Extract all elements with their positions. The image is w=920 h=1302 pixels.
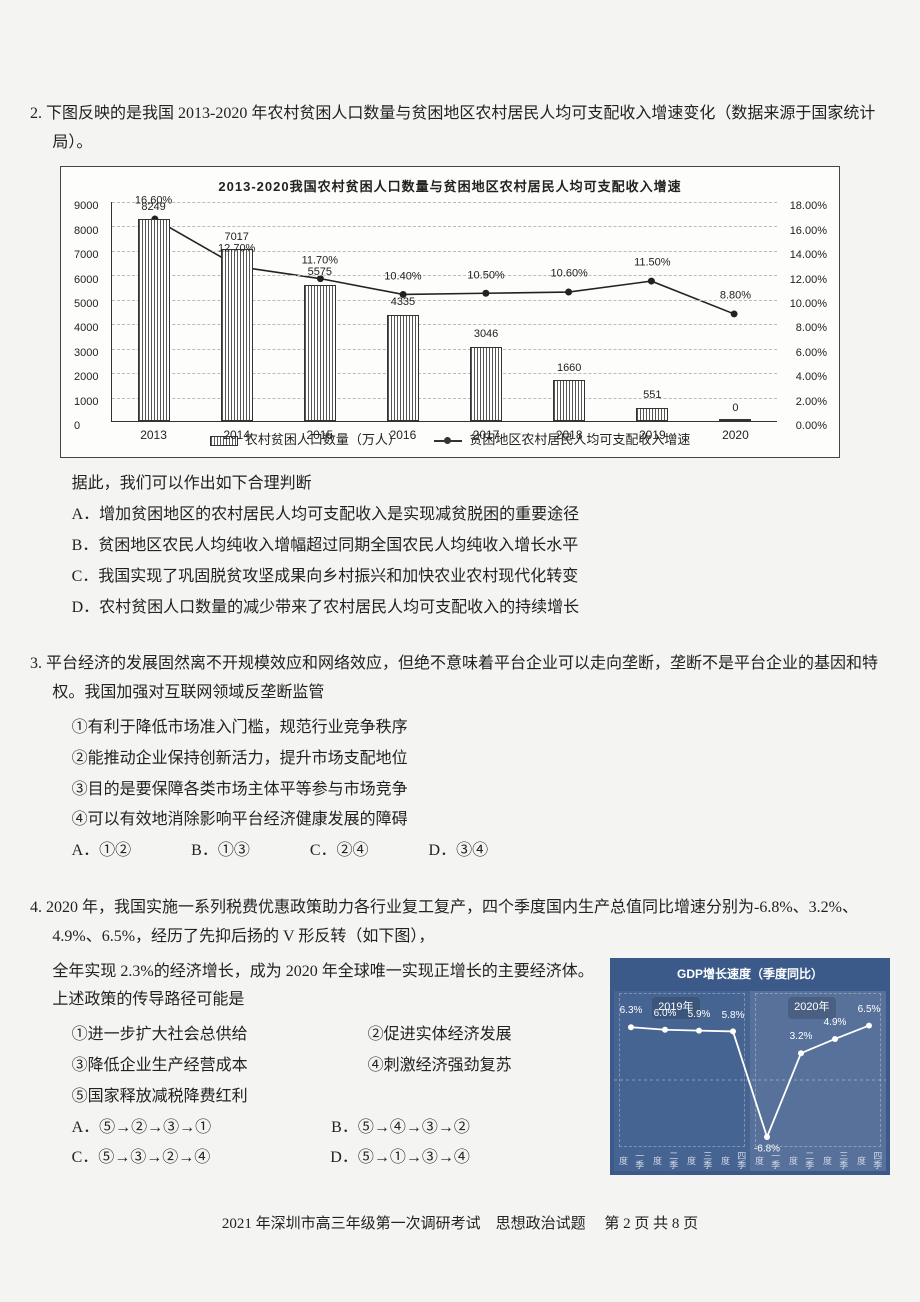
q4-row: 全年实现 2.3%的经济增长，成为 2020 年全球唯一实现正增长的主要经济体。… xyxy=(30,958,890,1176)
q3-stem: 3. 平台经济的发展固然离不开规模效应和网络效应，但绝不意味着平台企业可以走向垄… xyxy=(30,650,890,708)
q2-option-b: B．贫困地区农民人均纯收入增幅超过同期全国农民人均纯收入增长水平 xyxy=(30,532,890,561)
q2-option-d: D．农村贫困人口数量的减少带来了农村居民人均可支配收入的持续增长 xyxy=(30,594,890,623)
q3-item-1: ①有利于降低市场准入门槛，规范行业竞争秩序 xyxy=(30,714,890,743)
q2-number: 2. xyxy=(30,105,42,122)
question-4: 4. 2020 年，我国实施一系列税费优惠政策助力各行业复工复产，四个季度国内生… xyxy=(30,894,890,1175)
q4-item-1: ①进一步扩大社会总供给 xyxy=(72,1021,248,1050)
q4-option-c: C．⑤→③→②→④ xyxy=(72,1144,211,1173)
q4-opts-row1: A．⑤→②→③→① B．⑤→④→③→② xyxy=(30,1114,596,1143)
q4-option-d: D．⑤→①→③→④ xyxy=(330,1144,470,1173)
q3-options-row: A．①② B．①③ C．②④ D．③④ xyxy=(30,837,890,866)
q4-items-row3: ⑤国家释放减税降费红利 xyxy=(30,1083,596,1112)
q4-item-5: ⑤国家释放减税降费红利 xyxy=(72,1083,248,1112)
q3-item-3: ③目的是要保障各类市场主体平等参与市场竞争 xyxy=(30,776,890,805)
q2-postline: 据此，我们可以作出如下合理判断 xyxy=(30,470,890,499)
q4-opts-row2: C．⑤→③→②→④ D．⑤→①→③→④ xyxy=(30,1144,596,1173)
q3-option-a: A．①② xyxy=(72,837,132,866)
q4-item-2: ②促进实体经济发展 xyxy=(368,1021,512,1050)
gdp-chart: GDP增长速度（季度同比） 2019年 2020年 一季度二季度三季度四季度一季… xyxy=(610,958,890,1176)
q4-stem2: 全年实现 2.3%的经济增长，成为 2020 年全球唯一实现正增长的主要经济体。… xyxy=(30,958,596,1016)
q4-option-a: A．⑤→②→③→① xyxy=(72,1114,212,1143)
q2-option-c: C．我国实现了巩固脱贫攻坚成果向乡村振兴和加快农业农村现代化转变 xyxy=(30,563,890,592)
q3-number: 3. xyxy=(30,655,42,672)
page-footer: 2021 年深圳市高三年级第一次调研考试 思想政治试题 第 2 页 共 8 页 xyxy=(30,1211,890,1238)
q4-stem1: 4. 2020 年，我国实施一系列税费优惠政策助力各行业复工复产，四个季度国内生… xyxy=(30,894,890,952)
gdp-plot-area: 2019年 2020年 一季度二季度三季度四季度一季度二季度三季度四季度 6.3… xyxy=(614,991,886,1171)
chart1-title: 2013-2020我国农村贫困人口数量与贫困地区农村居民人均可支配收入增速 xyxy=(71,175,829,198)
q3-option-d: D．③④ xyxy=(429,837,489,866)
q4-item-3: ③降低企业生产经营成本 xyxy=(72,1052,248,1081)
q4-number: 4. xyxy=(30,899,42,916)
q2-stem: 2. 下图反映的是我国 2013-2020 年农村贫困人口数量与贫困地区农村居民… xyxy=(30,100,890,158)
q4-text-col: 全年实现 2.3%的经济增长，成为 2020 年全球唯一实现正增长的主要经济体。… xyxy=(30,958,596,1176)
q3-option-c: C．②④ xyxy=(310,837,369,866)
q3-item-4: ④可以有效地消除影响平台经济健康发展的障碍 xyxy=(30,806,890,835)
q3-item-2: ②能推动企业保持创新活力，提升市场支配地位 xyxy=(30,745,890,774)
q2-stem-text: 下图反映的是我国 2013-2020 年农村贫困人口数量与贫困地区农村居民人均可… xyxy=(46,105,875,151)
q2-option-a: A．增加贫困地区的农村居民人均可支配收入是实现减贫脱困的重要途径 xyxy=(30,501,890,530)
q4-item-4: ④刺激经济强劲复苏 xyxy=(368,1052,512,1081)
legend-line-swatch xyxy=(434,440,462,442)
q4-option-b: B．⑤→④→③→② xyxy=(331,1114,470,1143)
question-3: 3. 平台经济的发展固然离不开规模效应和网络效应，但绝不意味着平台企业可以走向垄… xyxy=(30,650,890,866)
q3-option-b: B．①③ xyxy=(191,837,250,866)
gdp-x-labels: 一季度二季度三季度四季度一季度二季度三季度四季度 xyxy=(614,1149,886,1171)
footer-right: 第 2 页 共 8 页 xyxy=(604,1216,698,1232)
q4-items-row1: ①进一步扩大社会总供给 ②促进实体经济发展 xyxy=(30,1021,596,1050)
poverty-chart: 2013-2020我国农村贫困人口数量与贫困地区农村居民人均可支配收入增速 01… xyxy=(60,166,840,459)
q4-stem1-text: 2020 年，我国实施一系列税费优惠政策助力各行业复工复产，四个季度国内生产总值… xyxy=(46,899,858,945)
q4-items-row2: ③降低企业生产经营成本 ④刺激经济强劲复苏 xyxy=(30,1052,596,1081)
gdp-title: GDP增长速度（季度同比） xyxy=(614,962,886,992)
q3-stem-text: 平台经济的发展固然离不开规模效应和网络效应，但绝不意味着平台企业可以走向垄断，垄… xyxy=(46,655,878,701)
question-2: 2. 下图反映的是我国 2013-2020 年农村贫困人口数量与贫困地区农村居民… xyxy=(30,100,890,622)
footer-left: 2021 年深圳市高三年级第一次调研考试 思想政治试题 xyxy=(222,1216,586,1232)
chart1-plot-area: 01000200030004000500060007000800090000.0… xyxy=(111,202,777,422)
